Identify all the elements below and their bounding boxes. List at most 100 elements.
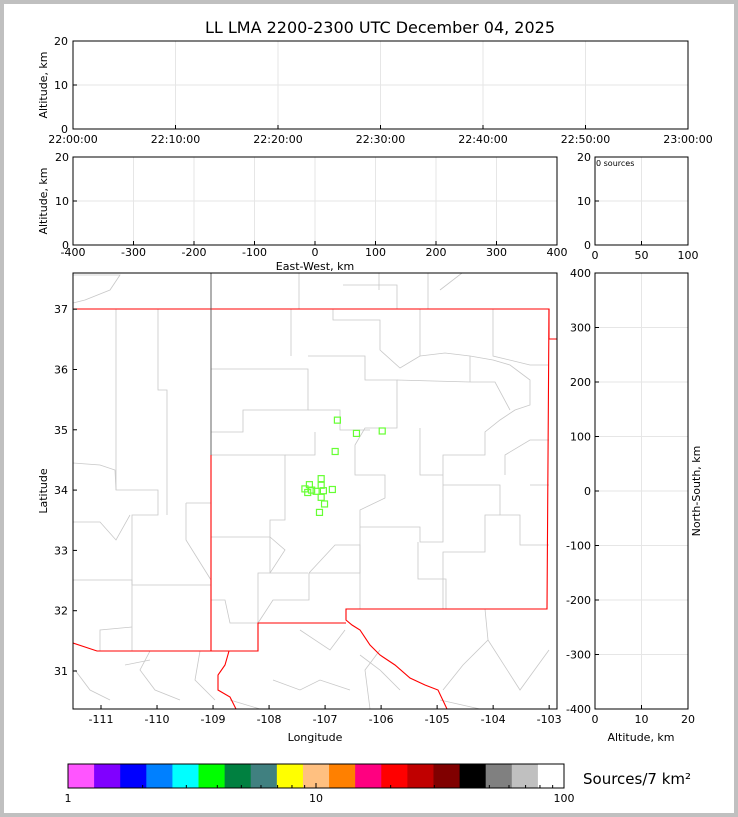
lightning-source-marker — [317, 493, 325, 501]
colorbar-segment — [537, 764, 565, 788]
colorbar-segment — [198, 764, 226, 788]
lightning-source-marker — [317, 475, 325, 483]
chart-title: LL LMA 2200-2300 UTC December 04, 2025 — [205, 18, 555, 37]
lightning-source-marker — [333, 416, 342, 424]
county-border — [332, 309, 421, 369]
y-tick-label: 35 — [54, 424, 68, 437]
county-border — [285, 432, 316, 456]
county-border — [73, 514, 131, 541]
colorbar-segment — [511, 764, 539, 788]
county-border — [211, 368, 309, 433]
y-tick-label: 400 — [570, 267, 591, 280]
sources-count-annotation: 0 sources — [596, 159, 634, 168]
y-axis-label: Altitude, km — [37, 167, 50, 234]
y-tick-label: 10 — [54, 79, 68, 92]
x-tick-label: 22:10:00 — [151, 133, 200, 146]
county-border — [417, 542, 447, 609]
colorbar-segment — [485, 764, 513, 788]
county-border — [396, 379, 511, 411]
lightning-source-marker — [320, 500, 329, 508]
colorbar-tick-label: 10 — [309, 792, 323, 805]
state-border — [73, 642, 229, 652]
x-tick-label: -110 — [145, 713, 170, 726]
y-tick-label: -300 — [566, 649, 591, 662]
county-border — [73, 579, 133, 651]
x-tick-label: -105 — [425, 713, 450, 726]
colorbar-segment — [146, 764, 173, 788]
colorbar-segment — [459, 764, 487, 788]
x-tick-label: -400 — [61, 246, 86, 259]
colorbar-label: Sources/7 km² — [583, 770, 691, 788]
county-border — [442, 608, 489, 691]
county-border — [308, 352, 531, 543]
county-border — [115, 309, 159, 585]
x-tick-label: 0 — [592, 713, 599, 726]
x-tick-label: 100 — [678, 249, 699, 262]
state-border — [345, 308, 550, 709]
county-border — [308, 544, 361, 574]
y-tick-label: 32 — [54, 605, 68, 618]
county-border — [185, 503, 212, 581]
county-border — [211, 536, 286, 623]
county-border — [139, 650, 181, 701]
colorbar-segment — [381, 764, 408, 788]
y-tick-label: 36 — [54, 363, 68, 376]
y-tick-label: 0 — [62, 239, 69, 252]
colorbar-segment — [250, 764, 278, 788]
county-border — [359, 654, 401, 691]
y-tick-label: 100 — [570, 431, 591, 444]
county-border — [343, 284, 398, 309]
y-tick-label: 300 — [570, 322, 591, 335]
county-border — [442, 514, 500, 609]
x-tick-label: -100 — [242, 246, 267, 259]
lightning-source-marker — [352, 429, 361, 438]
lightning-source-marker — [312, 487, 320, 495]
county-border — [120, 273, 121, 274]
x-tick-label: -104 — [481, 713, 506, 726]
x-axis-label: Longitude — [288, 731, 343, 744]
x-tick-label: 22:30:00 — [356, 133, 405, 146]
axes-plan-view: -111 -110 -109 -108 -107 -106 -105 -104 -103 31 32… — [37, 272, 562, 744]
x-tick-label: -108 — [257, 713, 282, 726]
x-tick-label: 0 — [592, 249, 599, 262]
lightning-source-marker — [331, 447, 339, 456]
x-tick-label: 300 — [486, 246, 507, 259]
colorbar-tick-label: 100 — [554, 792, 575, 805]
y-tick-label: 0 — [584, 485, 591, 498]
colorbar-segment — [329, 764, 356, 788]
colorbar-segment — [120, 764, 147, 788]
colorbar-segment — [224, 764, 252, 788]
colorbar-segment — [276, 764, 304, 788]
x-tick-label: 22:00:00 — [48, 133, 97, 146]
county-border — [211, 454, 308, 574]
lightning-source-marker — [308, 486, 316, 494]
y-tick-label: -200 — [566, 594, 591, 607]
y-tick-label: 33 — [54, 544, 68, 557]
county-border — [272, 679, 351, 691]
colorbar-segment — [407, 764, 434, 788]
x-tick-label: 22:20:00 — [253, 133, 302, 146]
county-border — [492, 309, 549, 366]
county-border — [73, 274, 121, 304]
y-tick-label: 31 — [54, 665, 68, 678]
county-border — [194, 650, 216, 701]
county-border — [419, 428, 443, 476]
county-border — [229, 699, 261, 709]
county-border — [299, 629, 346, 651]
county-border — [308, 409, 370, 431]
y-tick-label: 20 — [55, 151, 69, 164]
x-tick-label: -107 — [313, 713, 338, 726]
x-tick-label: 22:50:00 — [561, 133, 610, 146]
x-tick-label: 23:00:00 — [663, 133, 712, 146]
x-tick-label: -300 — [121, 246, 146, 259]
x-tick-label: 200 — [426, 246, 447, 259]
county-border — [211, 599, 258, 624]
county-border — [443, 484, 549, 546]
x-tick-label: -109 — [201, 713, 226, 726]
colorbar-tick-label: 1 — [65, 792, 72, 805]
y-tick-label: 200 — [570, 376, 591, 389]
x-tick-label: -200 — [182, 246, 207, 259]
x-tick-label: 20 — [681, 713, 695, 726]
county-border — [74, 669, 111, 701]
